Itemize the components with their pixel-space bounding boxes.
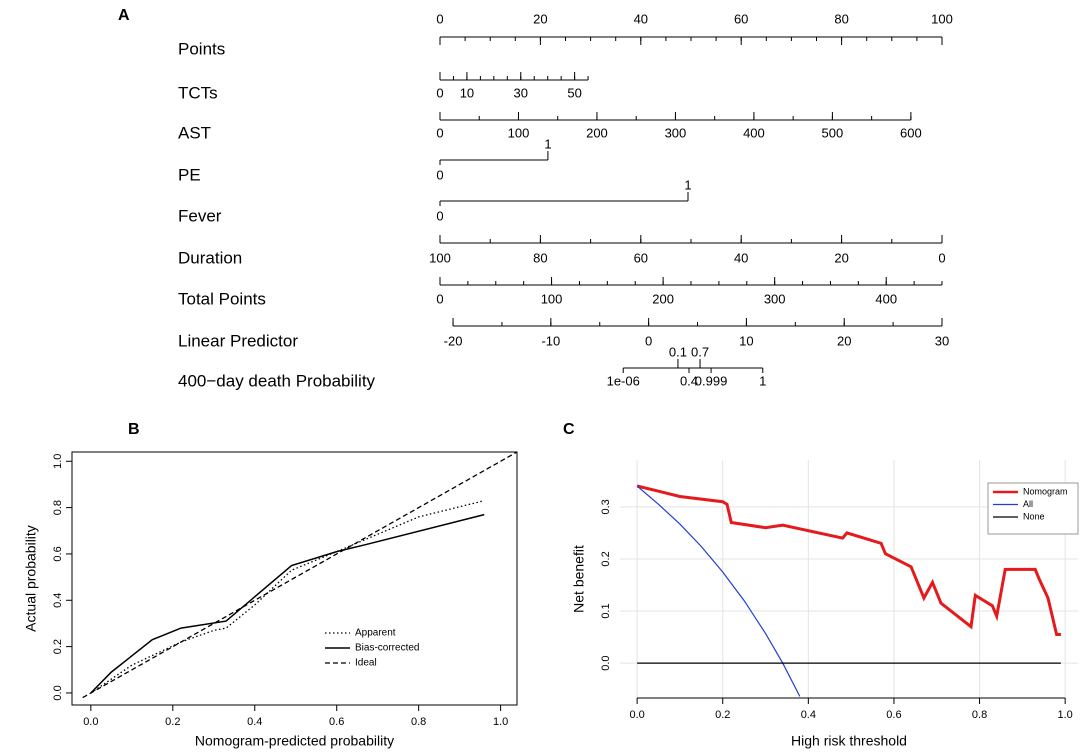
tick-label: 10 xyxy=(460,85,474,100)
series-line xyxy=(82,451,518,699)
tick-label: 400 xyxy=(875,291,897,306)
tick-label: 60 xyxy=(634,250,648,265)
y-tick-label: 0.2 xyxy=(52,639,64,654)
tick-label: 0 xyxy=(938,250,945,265)
tick-label: 60 xyxy=(734,11,748,26)
tick-label: 20 xyxy=(837,333,851,348)
tick-label: 200 xyxy=(586,125,608,140)
y-tick-label: 1.0 xyxy=(52,454,64,469)
tick-label: 20 xyxy=(834,250,848,265)
row-label: TCTs xyxy=(178,83,218,102)
x-axis-title: Nomogram-predicted probability xyxy=(195,733,394,749)
tick-label: 0 xyxy=(436,85,443,100)
row-label: Total Points xyxy=(178,289,266,308)
tick-label: 100 xyxy=(429,250,451,265)
row-label: AST xyxy=(178,123,211,142)
tick-label: 1 xyxy=(684,177,691,192)
tick-label: 10 xyxy=(739,333,753,348)
row-label: Points xyxy=(178,39,225,58)
x-tick-label: 0.4 xyxy=(801,709,816,721)
y-axis-title: Actual probability xyxy=(23,525,39,632)
x-tick-label: 0.6 xyxy=(329,716,344,728)
tick-label: 0.4 xyxy=(680,373,698,388)
row-label: 400−day death Probability xyxy=(178,371,376,390)
series-line xyxy=(90,513,485,694)
legend-label: None xyxy=(1023,511,1045,521)
tick-label: 0.1 xyxy=(669,344,687,359)
legend-label: Ideal xyxy=(355,658,377,669)
tick-label: 80 xyxy=(533,250,547,265)
tick-label: 50 xyxy=(567,85,581,100)
tick-label: 0.7 xyxy=(691,344,709,359)
series-line xyxy=(636,484,1061,636)
tick-label: 600 xyxy=(900,125,922,140)
x-tick-label: 0.2 xyxy=(715,709,730,721)
tick-label: 100 xyxy=(508,125,530,140)
legend-label: Bias-corrected xyxy=(355,643,419,654)
y-tick-label: 0.0 xyxy=(600,655,612,670)
tick-label: 30 xyxy=(514,85,528,100)
tick-label: 80 xyxy=(834,11,848,26)
y-tick-label: 0.3 xyxy=(600,499,612,514)
tick-label: 40 xyxy=(734,250,748,265)
y-tick-label: 0.1 xyxy=(600,603,612,618)
tick-label: 300 xyxy=(764,291,786,306)
tick-label: 0 xyxy=(436,208,443,223)
x-tick-label: 0.2 xyxy=(165,716,180,728)
y-tick-label: 0.2 xyxy=(600,551,612,566)
tick-label: 0 xyxy=(436,167,443,182)
legend-label: Apparent xyxy=(355,628,396,639)
tick-label: 200 xyxy=(652,291,674,306)
y-axis-title: Net benefit xyxy=(571,545,587,613)
panel-label: C xyxy=(563,421,575,438)
tick-label: 0 xyxy=(436,291,443,306)
panel-label: A xyxy=(118,7,130,24)
y-tick-label: 0.8 xyxy=(52,500,64,515)
tick-label: 40 xyxy=(634,11,648,26)
x-axis-title: High risk threshold xyxy=(791,733,907,749)
tick-label: -10 xyxy=(541,333,560,348)
x-tick-label: 1.0 xyxy=(493,716,508,728)
series-line xyxy=(636,485,801,697)
x-tick-label: 0.0 xyxy=(83,716,98,728)
tick-label: 1 xyxy=(544,136,551,151)
tick-label: 500 xyxy=(822,125,844,140)
tick-label: 100 xyxy=(931,11,953,26)
plot-frame xyxy=(71,451,518,706)
tick-label: 0 xyxy=(436,11,443,26)
tick-label: 0.999 xyxy=(695,373,728,388)
y-tick-label: 0.0 xyxy=(52,685,64,700)
x-tick-label: 0.8 xyxy=(411,716,426,728)
x-tick-label: 0.6 xyxy=(886,709,901,721)
x-tick-label: 0.0 xyxy=(629,709,644,721)
tick-label: 1e-06 xyxy=(607,373,640,388)
tick-label: 0 xyxy=(436,125,443,140)
legend-label: Nomogram xyxy=(1023,486,1068,496)
y-tick-label: 0.4 xyxy=(52,593,64,608)
row-label: Fever xyxy=(178,206,222,225)
row-label: Duration xyxy=(178,248,242,267)
row-label: PE xyxy=(178,165,201,184)
x-tick-label: 1.0 xyxy=(1058,709,1073,721)
series-line xyxy=(90,500,485,694)
tick-label: 20 xyxy=(533,11,547,26)
tick-label: -20 xyxy=(444,333,463,348)
y-tick-label: 0.6 xyxy=(52,546,64,561)
tick-label: 300 xyxy=(665,125,687,140)
x-tick-label: 0.8 xyxy=(972,709,987,721)
panel-label: B xyxy=(128,421,140,438)
tick-label: 30 xyxy=(935,333,949,348)
tick-label: 1 xyxy=(759,373,766,388)
tick-label: 100 xyxy=(541,291,563,306)
legend-label: All xyxy=(1023,499,1033,509)
tick-label: 0 xyxy=(645,333,652,348)
tick-label: 400 xyxy=(743,125,765,140)
row-label: Linear Predictor xyxy=(178,331,298,350)
x-tick-label: 0.4 xyxy=(247,716,262,728)
